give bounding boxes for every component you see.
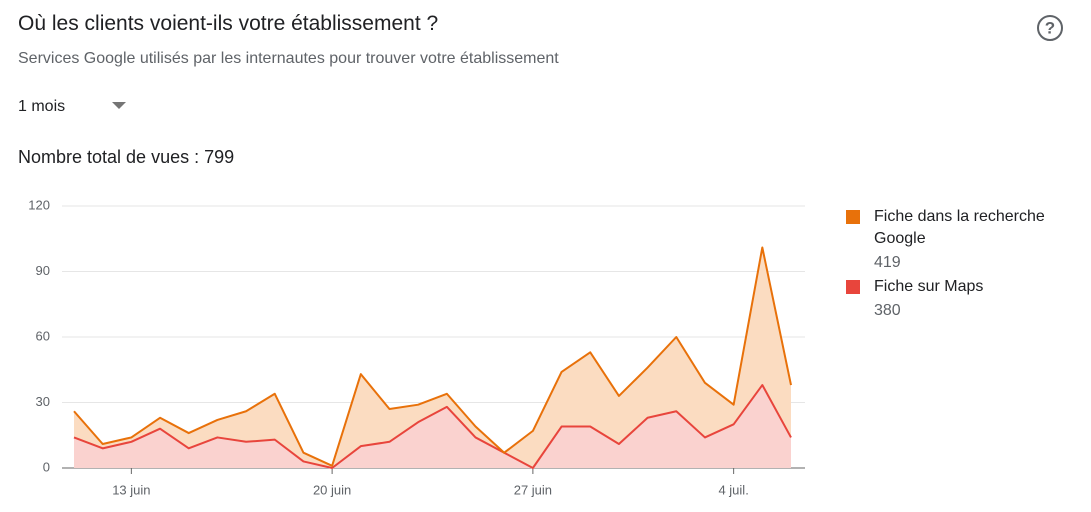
legend-swatch [846, 210, 860, 224]
total-value: 799 [204, 147, 235, 167]
legend-item: Fiche sur Maps 380 [846, 276, 1076, 322]
x-tick-label: 4 juil. [718, 482, 748, 497]
y-tick-label: 90 [36, 263, 50, 278]
line [73, 384, 792, 469]
help-circle[interactable] [1037, 15, 1063, 41]
period-dropdown[interactable]: 1 mois [18, 98, 66, 115]
legend-label: Fiche sur Maps [874, 278, 984, 295]
y-tick-label: 60 [36, 328, 50, 343]
total-views: Nombre total de vues : 799 [18, 147, 234, 168]
legend: Fiche dans la recherche Google 419 Fiche s… [846, 206, 1076, 324]
subtitle: Services Google utilisés par les interna… [18, 50, 559, 67]
total-label: Nombre total de vues : [18, 147, 200, 167]
legend-total: 380 [874, 302, 901, 319]
area [74, 385, 791, 468]
y-tick-label: 120 [28, 197, 50, 212]
dropdown-arrow[interactable] [112, 102, 126, 109]
title: Où les clients voient-ils votre établiss… [18, 12, 439, 35]
x-tick-label: 13 juin [112, 482, 150, 497]
y-tick-label: 30 [36, 394, 50, 409]
x-tick-label: 27 juin [514, 482, 552, 497]
x-tick-label: 20 juin [313, 482, 351, 497]
legend-total: 419 [874, 254, 901, 271]
legend-swatch [846, 280, 860, 294]
legend-item: Fiche dans la recherche Google 419 [846, 206, 1076, 274]
y-tick-label: 0 [43, 459, 50, 474]
help-icon[interactable]: ? [1037, 15, 1063, 41]
legend-label: Fiche dans la recherche Google [874, 208, 1045, 247]
help-mark[interactable]: ? [1045, 18, 1055, 37]
line [73, 246, 792, 467]
area [74, 247, 791, 468]
